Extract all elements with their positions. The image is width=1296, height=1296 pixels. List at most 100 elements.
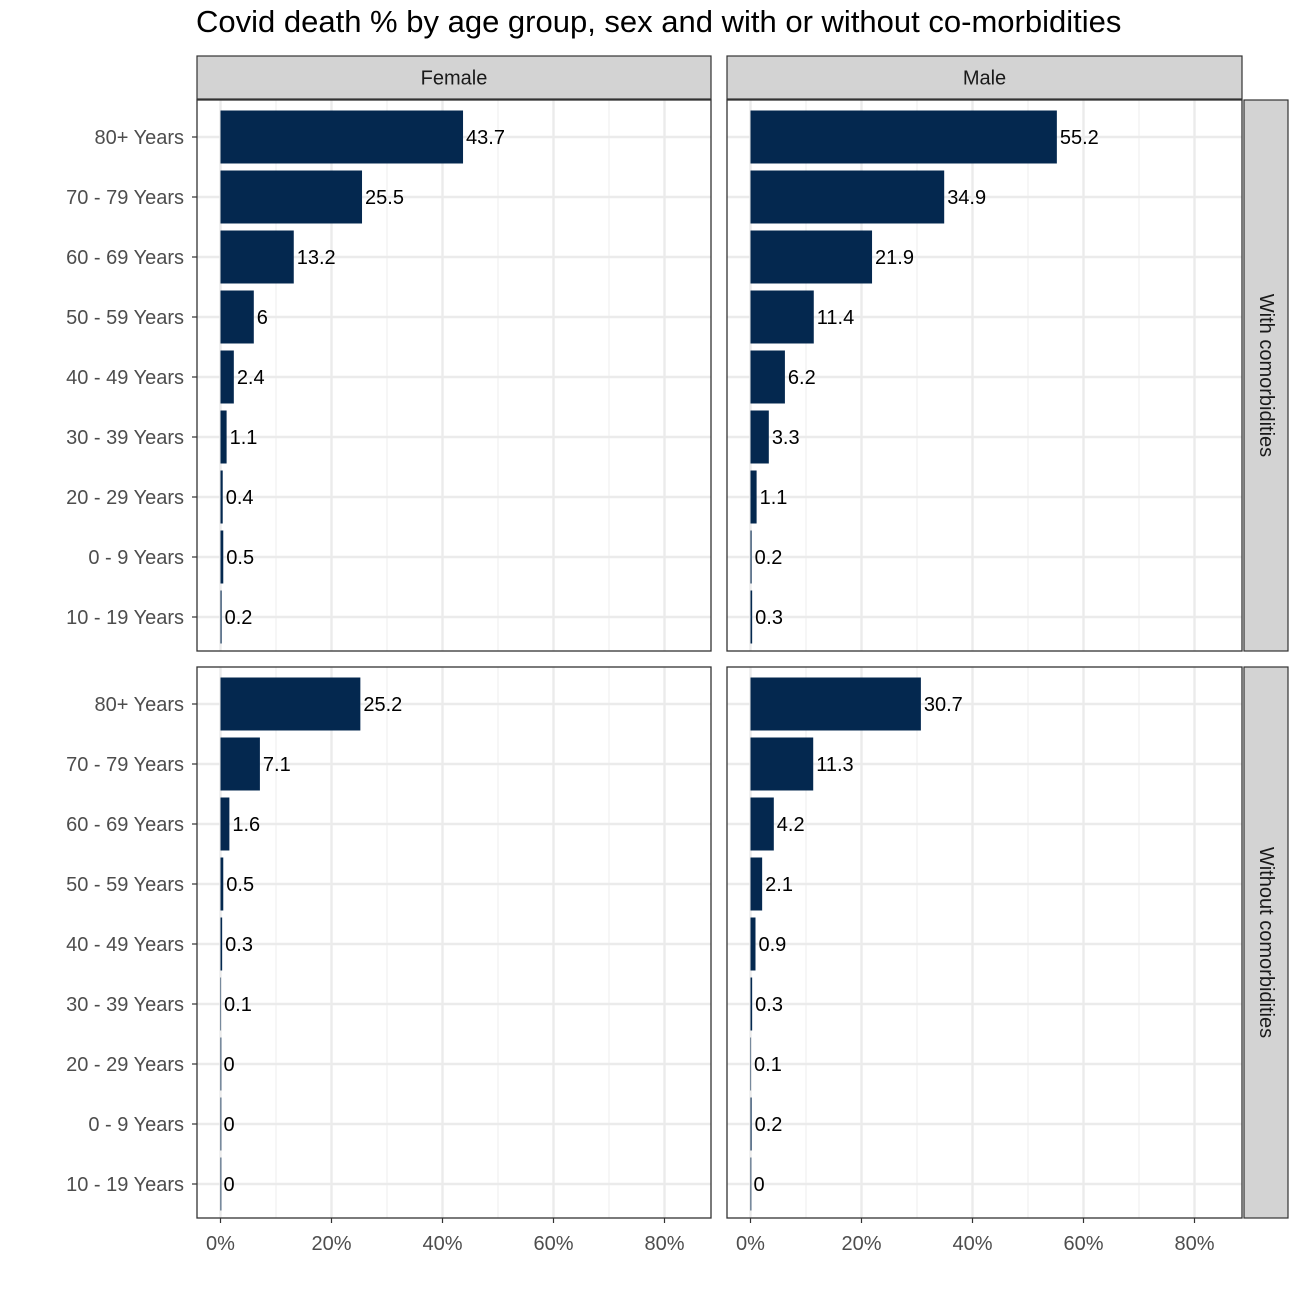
- data-label: 0.1: [224, 994, 252, 1016]
- y-tick-label: 70 - 79 Years: [66, 754, 184, 776]
- y-tick-label: 30 - 39 Years: [66, 427, 184, 449]
- data-label: 30.7: [924, 694, 963, 716]
- data-label: 6.2: [788, 367, 816, 389]
- data-label: 21.9: [875, 247, 914, 269]
- bar-male-without-comorbidities: [750, 677, 921, 731]
- data-label: 43.7: [466, 127, 505, 149]
- x-tick-label: 40%: [422, 1233, 462, 1255]
- bar-female-with-comorbidities: [220, 110, 464, 164]
- data-label: 0.3: [755, 994, 783, 1016]
- y-tick-label: 60 - 69 Years: [66, 247, 184, 269]
- bar-female-without-comorbidities: [220, 1157, 222, 1211]
- bar-male-without-comorbidities: [750, 1097, 752, 1151]
- data-label: 0.2: [755, 1114, 783, 1136]
- data-label: 2.1: [765, 874, 793, 896]
- data-label: 2.4: [237, 367, 265, 389]
- facet-strip-male: [726, 55, 1243, 100]
- bar-female-without-comorbidities: [220, 1037, 222, 1091]
- y-tick-label: 60 - 69 Years: [66, 814, 184, 836]
- y-tick-label: 10 - 19 Years: [66, 607, 184, 629]
- facet-label-with-comorbidities: With comorbidities: [1255, 294, 1277, 457]
- x-tick-label: 60%: [1063, 1233, 1103, 1255]
- data-label: 1.6: [232, 814, 260, 836]
- data-label: 0: [224, 1054, 235, 1076]
- facet-label-female: Female: [421, 68, 488, 90]
- y-tick-label: 80+ Years: [94, 694, 184, 716]
- bar-male-without-comorbidities: [750, 737, 814, 791]
- panel-border-male-without-comorbidities: [726, 666, 1243, 1219]
- y-tick-label: 10 - 19 Years: [66, 1174, 184, 1196]
- bar-female-with-comorbidities: [220, 170, 363, 224]
- data-label: 0.3: [755, 607, 783, 629]
- panel-border-female-without-comorbidities: [196, 666, 712, 1219]
- bar-female-with-comorbidities: [220, 410, 227, 464]
- bar-male-without-comorbidities: [750, 977, 753, 1031]
- bar-female-with-comorbidities: [220, 350, 234, 404]
- bar-male-without-comorbidities: [750, 1157, 752, 1211]
- bar-female-with-comorbidities: [220, 290, 254, 344]
- data-label: 0.5: [226, 874, 254, 896]
- bar-male-with-comorbidities: [750, 110, 1057, 164]
- bar-male-without-comorbidities: [750, 1037, 752, 1091]
- x-tick-label: 0%: [736, 1233, 765, 1255]
- x-tick-label: 60%: [533, 1233, 573, 1255]
- data-label: 0.9: [758, 934, 786, 956]
- bar-male-without-comorbidities: [750, 857, 763, 911]
- data-label: 13.2: [297, 247, 336, 269]
- data-label: 0.3: [225, 934, 253, 956]
- y-tick-label: 40 - 49 Years: [66, 934, 184, 956]
- data-label: 55.2: [1060, 127, 1099, 149]
- bar-male-without-comorbidities: [750, 797, 774, 851]
- panel-border-male-with-comorbidities: [726, 99, 1243, 652]
- data-label: 4.2: [777, 814, 805, 836]
- panel-border-female-with-comorbidities: [196, 99, 712, 652]
- data-label: 0.2: [755, 547, 783, 569]
- y-tick-label: 80+ Years: [94, 127, 184, 149]
- data-label: 0.2: [225, 607, 253, 629]
- x-tick-label: 20%: [841, 1233, 881, 1255]
- data-label: 0: [224, 1174, 235, 1196]
- data-label: 11.4: [817, 307, 854, 329]
- data-label: 1.1: [760, 487, 788, 509]
- facet-label-male: Male: [963, 68, 1006, 90]
- data-label: 1.1: [230, 427, 258, 449]
- bar-male-with-comorbidities: [750, 170, 945, 224]
- data-label: 11.3: [816, 754, 853, 776]
- y-tick-label: 30 - 39 Years: [66, 994, 184, 1016]
- bar-female-without-comorbidities: [220, 737, 260, 791]
- x-tick-label: 0%: [206, 1233, 235, 1255]
- x-tick-label: 80%: [644, 1233, 684, 1255]
- bar-male-with-comorbidities: [750, 290, 814, 344]
- data-label: 0.4: [226, 487, 254, 509]
- bar-male-with-comorbidities: [750, 230, 873, 284]
- data-label: 25.5: [365, 187, 404, 209]
- bar-male-with-comorbidities: [750, 410, 769, 464]
- x-tick-label: 20%: [311, 1233, 351, 1255]
- data-label: 7.1: [263, 754, 291, 776]
- y-tick-label: 0 - 9 Years: [88, 547, 184, 569]
- facet-strip-with-comorbidities: [1243, 99, 1289, 652]
- y-tick-label: 40 - 49 Years: [66, 367, 184, 389]
- bar-female-without-comorbidities: [220, 1097, 222, 1151]
- bar-male-without-comorbidities: [750, 917, 756, 971]
- data-label: 3.3: [772, 427, 800, 449]
- data-label: 0.5: [226, 547, 254, 569]
- bar-female-without-comorbidities: [220, 917, 223, 971]
- bar-female-without-comorbidities: [220, 857, 224, 911]
- x-tick-label: 80%: [1174, 1233, 1214, 1255]
- data-label: 6: [257, 307, 268, 329]
- data-label: 0: [754, 1174, 765, 1196]
- bar-male-with-comorbidities: [750, 350, 785, 404]
- y-tick-label: 20 - 29 Years: [66, 1054, 184, 1076]
- y-tick-label: 0 - 9 Years: [88, 1114, 184, 1136]
- data-label: 0.1: [754, 1054, 782, 1076]
- facet-strip-female: [196, 55, 712, 100]
- bar-male-with-comorbidities: [750, 470, 757, 524]
- bar-female-with-comorbidities: [220, 590, 222, 644]
- y-tick-label: 20 - 29 Years: [66, 487, 184, 509]
- data-label: 0: [224, 1114, 235, 1136]
- bar-female-without-comorbidities: [220, 977, 222, 1031]
- facet-strip-without-comorbidities: [1243, 666, 1289, 1219]
- bar-female-without-comorbidities: [220, 677, 361, 731]
- bar-female-with-comorbidities: [220, 470, 223, 524]
